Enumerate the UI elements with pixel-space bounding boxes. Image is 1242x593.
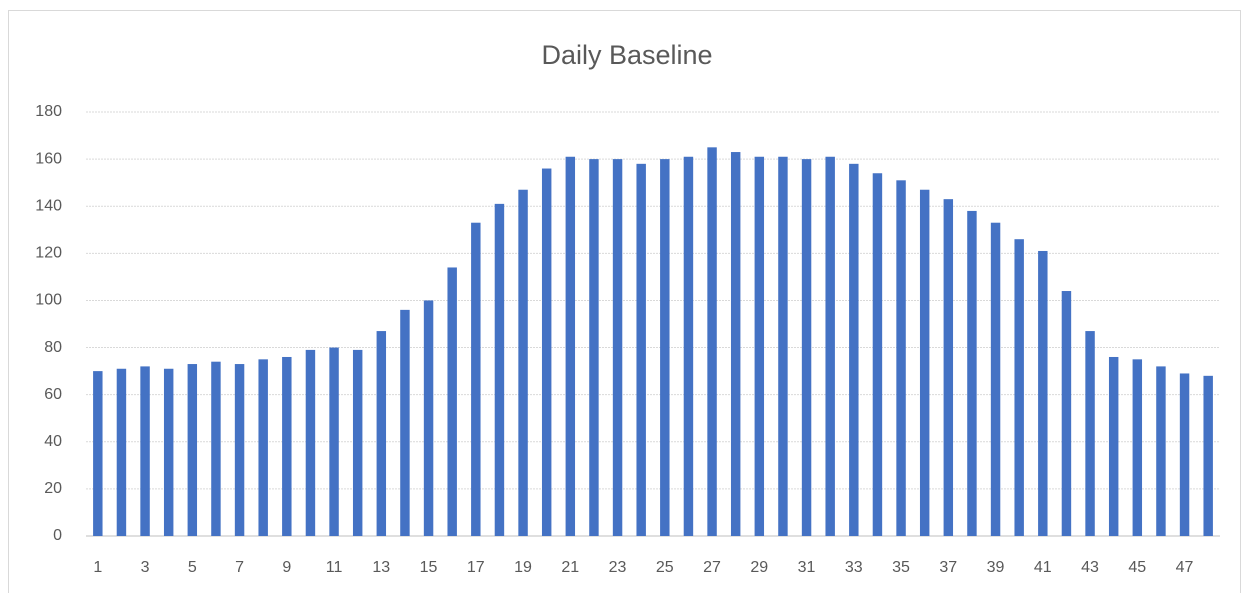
bar [1108, 356, 1119, 536]
bar [825, 156, 835, 536]
chart-title: Daily Baseline [541, 40, 712, 70]
bar [423, 300, 434, 536]
x-tick-label: 9 [282, 559, 291, 576]
x-tick-label: 13 [372, 559, 390, 576]
bar [1179, 373, 1190, 536]
bar [612, 159, 623, 536]
bar [660, 159, 670, 536]
x-tick-label: 25 [656, 559, 674, 576]
x-tick-label: 5 [188, 559, 197, 576]
x-tick-label: 29 [750, 559, 768, 576]
y-tick-label: 0 [53, 527, 62, 544]
bar [211, 361, 221, 536]
bar [1038, 250, 1048, 536]
bar [1014, 239, 1024, 536]
bar [140, 366, 150, 536]
bar [707, 147, 717, 537]
x-tick-label: 45 [1128, 559, 1146, 576]
x-tick-label: 17 [467, 559, 485, 576]
bar [400, 309, 410, 536]
bar [93, 371, 103, 536]
bar [1085, 331, 1095, 536]
x-tick-label: 19 [514, 559, 532, 576]
x-tick-label: 39 [987, 559, 1005, 576]
bar [234, 364, 245, 536]
y-tick-label: 60 [44, 386, 62, 403]
bar [329, 347, 339, 536]
bar [636, 163, 646, 537]
bar [730, 152, 741, 537]
bar [1061, 291, 1072, 536]
x-tick-label: 47 [1176, 559, 1194, 576]
bar [778, 156, 788, 536]
bar [990, 222, 1001, 536]
y-tick-label: 80 [44, 339, 62, 356]
bar [683, 156, 694, 536]
x-tick-label: 1 [93, 559, 102, 576]
y-tick-label: 120 [35, 245, 62, 262]
bar [305, 349, 316, 536]
bar [872, 173, 883, 536]
x-tick-label: 23 [609, 559, 627, 576]
x-tick-label: 27 [703, 559, 721, 576]
bar [1132, 359, 1143, 536]
x-tick-label: 15 [420, 559, 438, 576]
bar [589, 159, 599, 536]
bar [518, 189, 528, 536]
bar [801, 159, 812, 536]
bar [919, 189, 930, 536]
bar [163, 368, 174, 536]
bar [565, 156, 576, 536]
bar [447, 267, 457, 536]
bar [471, 222, 481, 536]
x-tick-label: 33 [845, 559, 863, 576]
bar [187, 364, 198, 536]
x-tick-label: 35 [892, 559, 910, 576]
y-tick-label: 100 [35, 292, 62, 309]
y-tick-label: 20 [44, 480, 62, 497]
y-tick-label: 140 [35, 197, 62, 214]
x-tick-label: 3 [141, 559, 150, 576]
bar [282, 356, 292, 536]
bar [376, 331, 387, 536]
bar [967, 210, 977, 536]
bar [849, 163, 859, 537]
x-tick-label: 11 [326, 559, 343, 576]
bar [943, 199, 954, 536]
bar [754, 156, 765, 536]
bar [541, 168, 552, 537]
y-tick-label: 160 [35, 150, 62, 167]
bar [896, 180, 906, 537]
x-tick-label: 43 [1081, 559, 1099, 576]
x-tick-label: 21 [561, 559, 579, 576]
bar [258, 359, 268, 536]
bar [352, 349, 363, 536]
y-tick-label: 40 [44, 433, 62, 450]
x-tick-label: 37 [939, 559, 957, 576]
bar [1156, 366, 1166, 536]
bar [1203, 375, 1213, 536]
bar [494, 203, 505, 536]
y-tick-label: 180 [35, 103, 62, 120]
x-tick-label: 31 [798, 559, 816, 576]
bar [116, 368, 127, 536]
x-tick-label: 7 [235, 559, 244, 576]
x-tick-label: 41 [1034, 559, 1052, 576]
